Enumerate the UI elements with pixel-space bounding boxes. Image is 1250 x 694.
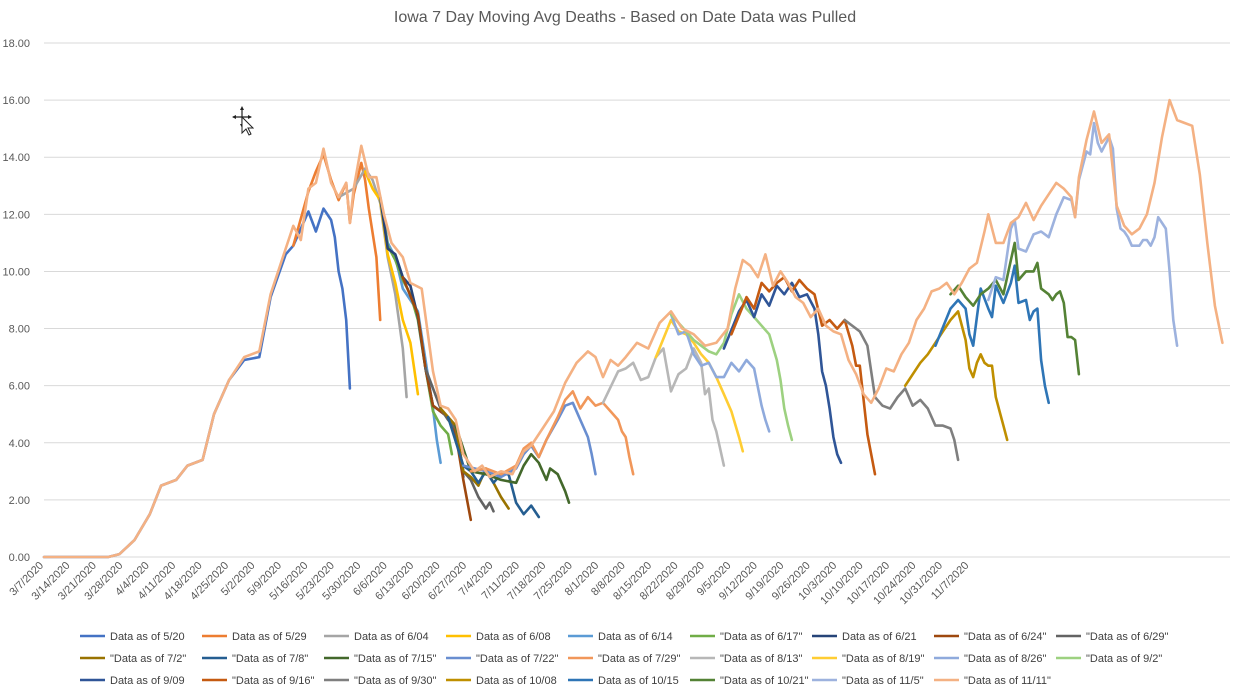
legend-label: "Data as of 6/24" (964, 631, 1047, 643)
legend-label: Data as of 5/29 (232, 631, 307, 643)
series-line-8 (401, 275, 473, 522)
series-lines (42, 98, 1224, 559)
legend-label: "Data as of 8/26" (964, 653, 1047, 665)
x-axis-ticks: 3/7/20203/14/20203/21/20203/28/20204/4/2… (7, 560, 971, 607)
legend-label: "Data as of 7/29" (598, 653, 681, 665)
series-line-15 (601, 347, 726, 467)
chart-title: Iowa 7 Day Moving Avg Deaths - Based on … (394, 9, 856, 26)
legend-label: "Data as of 9/30" (354, 675, 437, 687)
y-tick-label: 12.00 (2, 209, 30, 221)
series-line-26 (42, 98, 1224, 559)
series-line-23 (934, 264, 1050, 405)
legend-label: "Data as of 8/19" (842, 653, 925, 665)
legend-label: Data as of 9/09 (110, 675, 185, 687)
series-line-19 (722, 281, 843, 465)
legend-label: Data as of 6/21 (842, 631, 917, 643)
legend-label: "Data as of 7/22" (476, 653, 559, 665)
series-line-6 (378, 195, 454, 456)
series-line-10 (439, 407, 510, 510)
y-tick-label: 0.00 (9, 552, 30, 564)
y-tick-label: 6.00 (9, 381, 30, 393)
legend-label: Data as of 6/04 (354, 631, 429, 643)
move-cursor-icon (232, 106, 254, 136)
legend-label: Data as of 10/08 (476, 675, 557, 687)
legend-label: Data as of 6/14 (598, 631, 673, 643)
y-axis-ticks: 0.00 2.00 4.00 6.00 8.00 10.00 12.00 14.00 16.00… (2, 38, 30, 564)
legend-label: "Data as of 10/21" (720, 675, 809, 687)
series-line-14 (469, 390, 635, 476)
legend-label: "Data as of 7/8" (232, 653, 308, 665)
gridlines (44, 42, 1230, 558)
series-line-24 (949, 241, 1081, 376)
legend-label: "Data as of 7/15" (354, 653, 437, 665)
y-tick-label: 2.00 (9, 495, 30, 507)
series-line-22 (903, 310, 1009, 442)
y-tick-label: 14.00 (2, 152, 30, 164)
legend: Data as of 5/20 Data as of 5/29 Data as of… (80, 631, 1169, 687)
y-tick-label: 10.00 (2, 266, 30, 278)
y-tick-label: 16.00 (2, 95, 30, 107)
legend-label: "Data as of 8/13" (720, 653, 803, 665)
series-line-12 (454, 424, 571, 504)
y-tick-label: 4.00 (9, 438, 30, 450)
legend-label: Data as of 6/08 (476, 631, 551, 643)
legend-label: "Data as of 11/11" (964, 675, 1051, 687)
legend-label: "Data as of 6/17" (720, 631, 803, 643)
legend-label: Data as of 10/15 (598, 675, 679, 687)
series-line-4 (363, 170, 420, 396)
y-tick-label: 18.00 (2, 38, 30, 50)
legend-label: "Data as of 9/16" (232, 675, 315, 687)
series-line-17 (669, 313, 771, 433)
series-line-25 (987, 121, 1179, 347)
legend-label: Data as of 5/20 (110, 631, 185, 643)
legend-label: "Data as of 7/2" (110, 653, 186, 665)
y-tick-label: 8.00 (9, 324, 30, 336)
legend-label: "Data as of 9/2" (1086, 653, 1162, 665)
legend-label: "Data as of 11/5" (842, 675, 924, 687)
legend-label: "Data as of 6/29" (1086, 631, 1169, 643)
series-line-20 (730, 275, 877, 476)
series-line-18 (669, 293, 794, 442)
series-line-21 (843, 318, 960, 462)
series-line-1 (42, 207, 352, 559)
